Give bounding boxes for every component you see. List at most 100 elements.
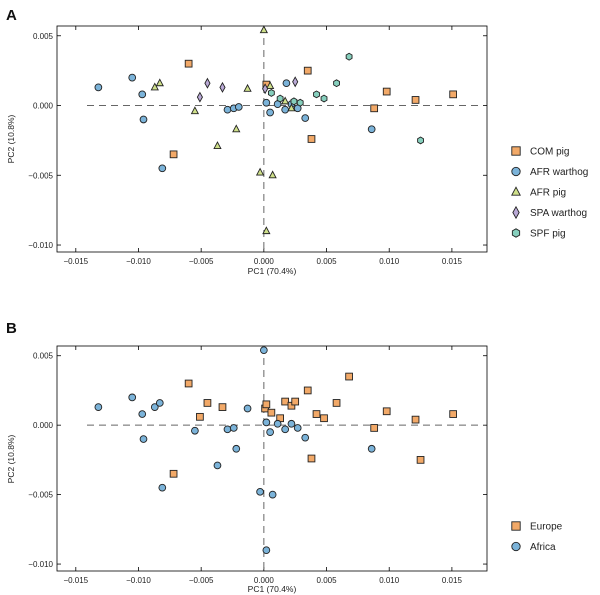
- point-spf-pig: [345, 52, 353, 61]
- point-afr-warthog: [158, 164, 167, 173]
- point-afr-warthog: [128, 73, 137, 82]
- legend-marker-afr-pig: [511, 186, 521, 196]
- point-afr-pig: [259, 25, 268, 34]
- point-africa: [229, 424, 238, 432]
- point-afr-pig: [155, 78, 164, 87]
- point-spa-warthog: [262, 83, 269, 95]
- point-afr-pig: [255, 167, 265, 176]
- point-europe: [262, 400, 271, 409]
- scatter-points-a: [94, 25, 458, 235]
- x-tick-label: 0.000: [254, 257, 275, 266]
- x-tick-label: 0.010: [379, 257, 400, 266]
- x-tick-label: 0.000: [254, 576, 275, 585]
- point-afr-warthog: [223, 105, 232, 114]
- point-africa: [268, 490, 277, 499]
- point-africa: [138, 410, 147, 418]
- legend-label-afr-pig: AFR pig: [530, 188, 566, 199]
- y-tick-label: −0.010: [28, 560, 53, 569]
- point-spf-pig: [267, 89, 275, 97]
- legend-marker-spa-warthog: [512, 205, 520, 220]
- point-africa: [262, 418, 271, 427]
- point-africa: [256, 487, 264, 496]
- point-europe: [449, 410, 458, 418]
- point-afr-warthog: [282, 79, 291, 88]
- legend-a: COM pig AFR warthog AFR pig SPA warthog SPF …: [511, 146, 588, 240]
- y-tick-label: −0.005: [28, 491, 53, 500]
- y-axis-label-a: PC2 (10.8%): [6, 115, 16, 164]
- point-afr-warthog: [262, 98, 271, 107]
- point-europe: [196, 412, 204, 421]
- point-africa: [223, 425, 232, 434]
- point-afr-pig: [262, 226, 271, 235]
- point-africa: [262, 546, 271, 555]
- point-africa: [94, 403, 103, 411]
- reference-lines-a: [87, 26, 483, 252]
- x-tick-label: 0.005: [317, 576, 338, 585]
- point-europe: [203, 399, 212, 407]
- point-europe: [382, 407, 391, 416]
- panel-letter-a: A: [6, 7, 17, 24]
- x-axis-label-a: PC1 (70.4%): [248, 266, 297, 276]
- point-africa: [139, 435, 148, 443]
- y-tick-label: 0.000: [33, 102, 54, 111]
- point-spf-pig: [313, 90, 320, 99]
- point-europe: [320, 414, 328, 423]
- plot-frame-a: [56, 25, 488, 253]
- point-afr-warthog: [139, 115, 148, 124]
- x-tick-label: −0.015: [63, 576, 88, 585]
- point-africa: [301, 433, 310, 442]
- point-africa: [213, 461, 222, 470]
- reference-lines-b: [87, 346, 483, 571]
- x-tick-label: −0.015: [63, 257, 88, 266]
- point-europe: [267, 408, 276, 417]
- point-com-pig: [307, 135, 316, 143]
- point-afr-warthog: [281, 105, 290, 114]
- x-tick-label: −0.010: [126, 257, 151, 266]
- point-afr-pig: [150, 82, 159, 91]
- plot-frame-b: [56, 345, 488, 572]
- point-europe: [303, 386, 312, 395]
- point-africa: [243, 404, 252, 413]
- point-com-pig: [449, 90, 458, 99]
- point-spa-warthog: [204, 77, 211, 89]
- y-tick-label: 0.005: [33, 32, 54, 41]
- point-africa: [150, 403, 159, 411]
- point-europe: [307, 454, 316, 463]
- point-afr-pig: [243, 83, 252, 92]
- y-tick-label: 0.005: [33, 352, 54, 361]
- point-spf-pig: [333, 79, 340, 88]
- panel-a: A −0.015 −0.010 −0.005 0.000 0.005 0.010 0.015…: [6, 7, 588, 276]
- point-afr-warthog: [94, 83, 103, 92]
- point-com-pig: [411, 96, 420, 104]
- point-europe: [332, 399, 341, 407]
- panel-b: B −0.015 −0.010 −0.005 0.000 0.005 0.010 0.015…: [6, 320, 563, 594]
- x-tick-label: −0.005: [189, 576, 214, 585]
- legend-label-spa-warthog: SPA warthog: [530, 208, 587, 219]
- point-com-pig: [382, 87, 391, 96]
- point-africa: [260, 346, 268, 355]
- point-spf-pig: [296, 98, 304, 107]
- y-axis-label-b: PC2 (10.8%): [6, 435, 16, 484]
- point-europe: [345, 372, 353, 381]
- point-afr-warthog: [266, 108, 274, 117]
- x-tick-label: −0.005: [189, 257, 214, 266]
- panel-letter-b: B: [6, 320, 17, 337]
- legend-marker-africa: [511, 541, 521, 552]
- point-africa: [281, 425, 290, 434]
- y-tick-label: 0.000: [33, 421, 54, 430]
- point-afr-pig: [190, 106, 200, 115]
- legend-label-africa: Africa: [530, 542, 556, 553]
- x-tick-label: 0.010: [379, 576, 400, 585]
- point-afr-warthog: [367, 125, 376, 134]
- point-europe: [169, 469, 178, 478]
- point-com-pig: [303, 66, 312, 75]
- legend-marker-com-pig: [511, 146, 521, 156]
- point-afr-pig: [268, 170, 277, 179]
- point-spf-pig: [290, 97, 298, 106]
- legend-marker-afr-warthog: [511, 166, 521, 177]
- point-spf-pig: [320, 94, 328, 103]
- point-spa-warthog: [196, 91, 203, 103]
- y-tick-label: −0.010: [28, 241, 53, 250]
- x-tick-label: 0.015: [442, 257, 463, 266]
